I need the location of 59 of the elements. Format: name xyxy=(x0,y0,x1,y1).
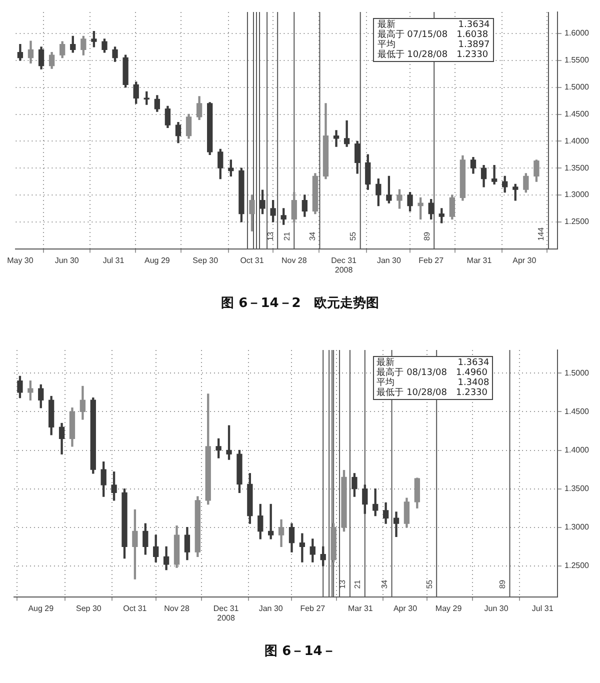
x-tick-label: Mar 31 xyxy=(348,604,374,613)
y-tick-label: 1.4000 xyxy=(564,136,590,146)
ref-line-label: 21 xyxy=(353,579,362,589)
x-tick-label: Oct 31 xyxy=(240,256,264,265)
text: 图 6－14－2 欧元走势图 xyxy=(220,295,380,312)
y-tick-label: 1.5500 xyxy=(564,56,590,65)
x-tick-label: May 30 xyxy=(7,256,34,265)
ref-line-label: 89 xyxy=(498,579,507,589)
y-tick-label: 1.3500 xyxy=(564,163,590,172)
x-tick-label: Feb 27 xyxy=(418,256,444,265)
annotation: 平均 1.3897 xyxy=(377,40,490,50)
ref-line-label: 21 xyxy=(282,231,292,241)
x-tick-label: Jan 30 xyxy=(376,256,402,265)
x-tick-label: Sep 30 xyxy=(76,604,102,613)
y-tick-label: 1.5000 xyxy=(564,368,590,378)
ref-line-label: 34 xyxy=(308,231,317,241)
ref-line-label: 55 xyxy=(424,579,434,589)
annotation: 平均 1.3408 xyxy=(376,378,490,388)
ref-line-label: 13 xyxy=(338,579,348,589)
x-tick-label: Mar 31 xyxy=(466,256,492,265)
ref-line-label: 144 xyxy=(536,226,546,241)
x-tick-label: Jan 30 xyxy=(258,604,284,613)
annotation: 最新 1.3634 xyxy=(377,20,490,30)
x-tick-label: Apr 30 xyxy=(512,256,537,265)
annotation: 最高于 07/15/08 1.6038 xyxy=(377,30,488,40)
annotation: 最低于 10/28/08 1.2330 xyxy=(377,50,488,60)
x-tick-label: Feb 27 xyxy=(300,604,326,613)
ref-line-label: 89 xyxy=(422,231,432,241)
x-tick-label: Aug 29 xyxy=(144,256,170,265)
x-tick-label: Apr 30 xyxy=(393,604,418,613)
ref-line-label: 55 xyxy=(348,231,358,241)
x-tick-label: Nov 28 xyxy=(281,256,308,265)
y-tick-label: 1.6000 xyxy=(564,28,590,38)
y-tick-label: 1.2500 xyxy=(564,217,590,226)
y-tick-label: 1.3500 xyxy=(564,484,590,494)
x-tick-label: Jul 31 xyxy=(102,256,125,265)
y-tick-label: 1.5000 xyxy=(564,82,590,92)
annotation: 最高于 08/13/08 1.4960 xyxy=(376,368,488,378)
y-tick-label: 1.2500 xyxy=(564,561,590,570)
x-tick-label: Dec 31 2008 xyxy=(331,256,358,274)
x-tick-label: Jun 30 xyxy=(484,604,509,613)
x-tick-label: Sep 30 xyxy=(192,256,219,265)
x-tick-label: Aug 29 xyxy=(28,604,54,613)
y-tick-label: 1.4500 xyxy=(564,406,590,416)
x-tick-label: Nov 28 xyxy=(164,604,190,613)
x-tick-label: Jul 31 xyxy=(532,604,554,613)
x-tick-label: Jun 30 xyxy=(54,256,80,265)
annotation: 最低于 10/28/08 1.2330 xyxy=(376,388,488,398)
ref-line-label: 13 xyxy=(266,231,275,241)
x-tick-label: May 29 xyxy=(435,604,462,613)
y-tick-label: 1.3000 xyxy=(564,522,590,532)
ref-line-label: 34 xyxy=(380,579,389,589)
y-tick-label: 1.3000 xyxy=(564,190,590,200)
text: 图 6－14－ xyxy=(264,643,336,660)
x-tick-label: Dec 31 2008 xyxy=(213,604,240,622)
y-tick-label: 1.4000 xyxy=(564,445,590,454)
annotation: 最新 1.3634 xyxy=(376,358,490,368)
x-tick-label: Oct 31 xyxy=(123,604,148,613)
y-tick-label: 1.4500 xyxy=(564,109,590,118)
